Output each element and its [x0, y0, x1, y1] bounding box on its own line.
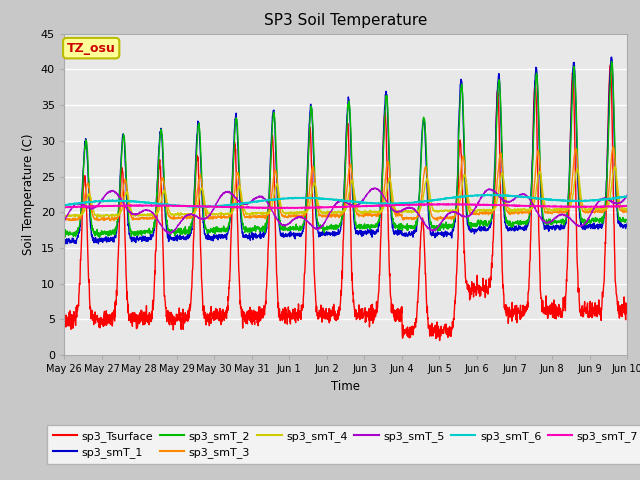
sp3_Tsurface [60, 309, 68, 315]
sp3_smT_4 [362, 209, 370, 215]
sp3_smT_1 [574, 171, 582, 177]
sp3_smT_4 [623, 205, 631, 211]
sp3_smT_1 [60, 237, 68, 242]
sp3_smT_6 [589, 198, 597, 204]
sp3_smT_3 [362, 211, 370, 217]
sp3_smT_6 [362, 200, 370, 205]
sp3_smT_7 [60, 204, 68, 210]
sp3_smT_4 [509, 208, 517, 214]
sp3_smT_3 [218, 214, 225, 220]
sp3_smT_1 [362, 228, 370, 234]
sp3_smT_4 [374, 209, 382, 215]
sp3_smT_3 [60, 216, 68, 222]
sp3_smT_2 [60, 231, 68, 237]
sp3_smT_7 [282, 205, 289, 211]
sp3_smT_5 [218, 193, 225, 199]
Y-axis label: Soil Temperature (C): Soil Temperature (C) [22, 133, 35, 255]
sp3_smT_5 [623, 192, 631, 198]
sp3_smT_5 [166, 230, 173, 236]
sp3_smT_2 [95, 235, 103, 240]
sp3_smT_2 [623, 217, 631, 223]
Line: sp3_Tsurface: sp3_Tsurface [64, 65, 627, 340]
sp3_smT_2 [574, 156, 582, 162]
sp3_smT_4 [218, 211, 225, 216]
sp3_smT_1 [218, 234, 225, 240]
sp3_smT_6 [623, 193, 631, 199]
sp3_smT_5 [60, 218, 68, 224]
sp3_smT_1 [509, 226, 517, 232]
sp3_smT_6 [484, 192, 492, 197]
sp3_Tsurface [607, 62, 614, 68]
sp3_smT_5 [375, 187, 383, 193]
sp3_smT_2 [589, 218, 597, 224]
sp3_smT_5 [589, 205, 597, 211]
sp3_smT_6 [374, 201, 382, 206]
sp3_smT_1 [374, 223, 382, 229]
Title: SP3 Soil Temperature: SP3 Soil Temperature [264, 13, 428, 28]
sp3_Tsurface [436, 337, 444, 343]
sp3_smT_3 [589, 208, 597, 214]
sp3_smT_5 [510, 196, 518, 202]
sp3_smT_6 [218, 203, 225, 209]
sp3_smT_4 [574, 167, 582, 173]
sp3_smT_1 [608, 54, 616, 60]
sp3_smT_3 [623, 209, 631, 215]
sp3_smT_4 [94, 214, 102, 220]
sp3_smT_1 [623, 220, 631, 226]
sp3_smT_4 [60, 213, 68, 219]
sp3_smT_7 [217, 204, 225, 210]
sp3_smT_7 [589, 204, 597, 210]
sp3_smT_7 [574, 204, 582, 210]
Legend: sp3_Tsurface, sp3_smT_1, sp3_smT_2, sp3_smT_3, sp3_smT_4, sp3_smT_5, sp3_smT_6, : sp3_Tsurface, sp3_smT_1, sp3_smT_2, sp3_… [47, 425, 640, 464]
sp3_smT_6 [198, 204, 205, 210]
sp3_smT_7 [510, 203, 518, 208]
sp3_smT_2 [374, 220, 382, 226]
Line: sp3_smT_4: sp3_smT_4 [64, 167, 627, 217]
sp3_Tsurface [623, 311, 631, 316]
sp3_smT_6 [510, 193, 518, 199]
Line: sp3_smT_5: sp3_smT_5 [64, 188, 627, 233]
sp3_Tsurface [509, 311, 517, 316]
sp3_Tsurface [589, 306, 597, 312]
sp3_smT_7 [434, 201, 442, 207]
sp3_Tsurface [574, 268, 582, 274]
sp3_smT_5 [371, 185, 379, 191]
sp3_smT_3 [107, 218, 115, 224]
sp3_Tsurface [217, 322, 225, 327]
sp3_smT_7 [623, 203, 631, 209]
Text: TZ_osu: TZ_osu [67, 42, 116, 55]
Line: sp3_smT_1: sp3_smT_1 [64, 57, 627, 244]
sp3_smT_3 [509, 209, 517, 215]
Line: sp3_smT_6: sp3_smT_6 [64, 194, 627, 207]
sp3_smT_7 [374, 203, 382, 209]
sp3_smT_3 [609, 144, 617, 150]
sp3_smT_7 [362, 203, 370, 209]
sp3_smT_4 [611, 164, 619, 169]
sp3_smT_1 [589, 223, 597, 229]
sp3_Tsurface [362, 317, 370, 323]
sp3_smT_3 [374, 211, 382, 216]
sp3_smT_5 [574, 223, 582, 228]
sp3_smT_2 [218, 229, 225, 235]
sp3_smT_6 [60, 203, 68, 208]
sp3_smT_4 [589, 206, 597, 212]
sp3_smT_2 [608, 59, 616, 64]
Line: sp3_smT_2: sp3_smT_2 [64, 61, 627, 238]
sp3_smT_2 [509, 223, 517, 229]
sp3_smT_5 [362, 193, 370, 199]
sp3_smT_6 [574, 198, 582, 204]
X-axis label: Time: Time [331, 380, 360, 393]
Line: sp3_smT_3: sp3_smT_3 [64, 147, 627, 221]
sp3_smT_2 [362, 222, 370, 228]
sp3_smT_3 [574, 161, 582, 167]
sp3_smT_1 [95, 241, 102, 247]
sp3_Tsurface [374, 296, 382, 302]
Line: sp3_smT_7: sp3_smT_7 [64, 204, 627, 208]
